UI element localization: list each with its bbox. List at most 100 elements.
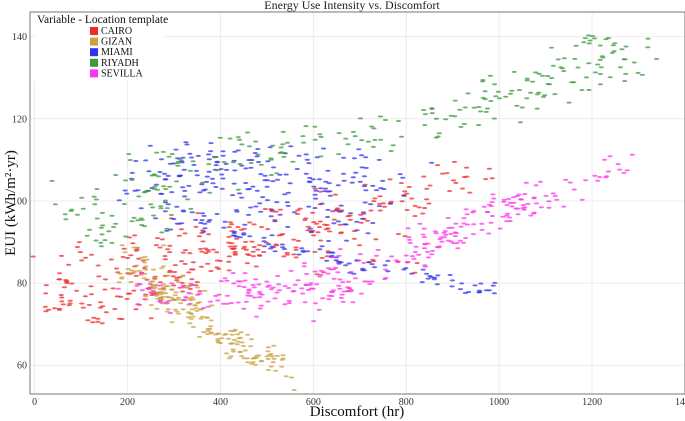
data-point xyxy=(135,219,141,222)
data-point xyxy=(248,338,255,341)
data-point xyxy=(338,204,344,207)
data-point xyxy=(545,75,551,77)
data-point xyxy=(226,260,232,263)
legend-label-cairo: CAIRO xyxy=(101,26,132,37)
data-point xyxy=(160,150,166,153)
data-point xyxy=(173,291,179,294)
data-point xyxy=(179,260,185,263)
data-point xyxy=(98,241,104,244)
data-point xyxy=(624,169,630,172)
data-point xyxy=(463,208,469,211)
data-point xyxy=(276,234,282,237)
data-point xyxy=(201,214,207,217)
data-point xyxy=(253,265,259,268)
data-point xyxy=(463,166,470,169)
data-point xyxy=(228,342,234,345)
data-point xyxy=(343,239,350,242)
x-tick-label: 0 xyxy=(32,397,37,408)
data-point xyxy=(370,145,376,148)
data-point xyxy=(490,193,496,196)
data-point xyxy=(172,308,178,311)
data-point xyxy=(510,196,517,199)
data-point xyxy=(561,70,567,72)
data-point xyxy=(480,79,486,81)
data-point xyxy=(534,93,541,96)
data-point xyxy=(230,350,237,353)
data-point xyxy=(338,296,344,299)
data-point xyxy=(259,359,265,362)
data-point xyxy=(337,287,343,290)
data-point xyxy=(177,174,184,177)
data-point xyxy=(207,300,214,303)
data-point xyxy=(174,298,180,301)
data-point xyxy=(539,74,546,77)
data-point xyxy=(459,282,465,285)
data-point xyxy=(217,136,223,139)
data-point xyxy=(142,261,148,264)
data-point xyxy=(281,155,287,158)
data-point xyxy=(160,296,166,298)
data-point xyxy=(111,226,117,228)
data-point xyxy=(425,242,431,245)
x-tick-label: 1400 xyxy=(675,397,685,408)
data-point xyxy=(451,160,458,163)
data-point xyxy=(226,235,232,238)
data-point xyxy=(363,189,369,192)
data-point xyxy=(506,197,512,200)
data-point xyxy=(514,104,520,107)
data-point xyxy=(88,293,95,296)
data-point xyxy=(438,236,444,239)
data-point xyxy=(280,130,286,133)
data-point xyxy=(138,272,145,275)
data-point xyxy=(429,161,435,164)
data-point xyxy=(211,156,218,159)
data-point xyxy=(432,276,438,279)
data-point xyxy=(524,77,530,80)
data-point xyxy=(358,292,364,295)
data-point xyxy=(168,312,174,314)
legend-swatch-gizan xyxy=(90,37,98,46)
data-point xyxy=(489,215,496,217)
data-point xyxy=(476,289,483,292)
data-point xyxy=(242,240,249,243)
legend-label-gizan: GIZAN xyxy=(101,37,132,48)
data-point xyxy=(268,365,274,368)
data-point xyxy=(546,206,552,209)
data-point xyxy=(253,278,259,281)
data-point xyxy=(431,278,437,281)
data-point xyxy=(270,361,276,364)
data-point xyxy=(253,140,259,143)
data-point xyxy=(407,241,413,244)
data-point xyxy=(135,303,141,306)
data-point xyxy=(590,35,596,37)
data-point xyxy=(235,136,241,139)
data-point xyxy=(447,190,453,192)
data-point xyxy=(168,214,174,216)
data-point xyxy=(167,251,173,254)
data-point xyxy=(426,202,432,205)
data-point xyxy=(244,262,250,265)
data-point xyxy=(264,280,270,283)
data-point xyxy=(174,310,180,313)
data-point xyxy=(472,284,478,287)
data-point xyxy=(86,228,93,231)
data-point xyxy=(49,179,55,182)
data-point xyxy=(226,357,232,360)
data-point xyxy=(422,124,428,126)
data-point xyxy=(155,175,162,178)
data-point xyxy=(198,265,204,268)
data-point xyxy=(194,281,200,284)
data-point xyxy=(194,174,200,177)
data-point xyxy=(357,253,363,256)
data-point xyxy=(464,223,470,226)
data-point xyxy=(239,164,245,167)
data-point xyxy=(243,167,249,170)
data-point xyxy=(202,227,208,230)
data-point xyxy=(284,201,290,204)
data-point xyxy=(147,144,153,147)
data-point xyxy=(325,169,331,172)
data-point xyxy=(524,79,530,82)
data-point xyxy=(226,269,232,272)
data-point xyxy=(411,257,417,260)
